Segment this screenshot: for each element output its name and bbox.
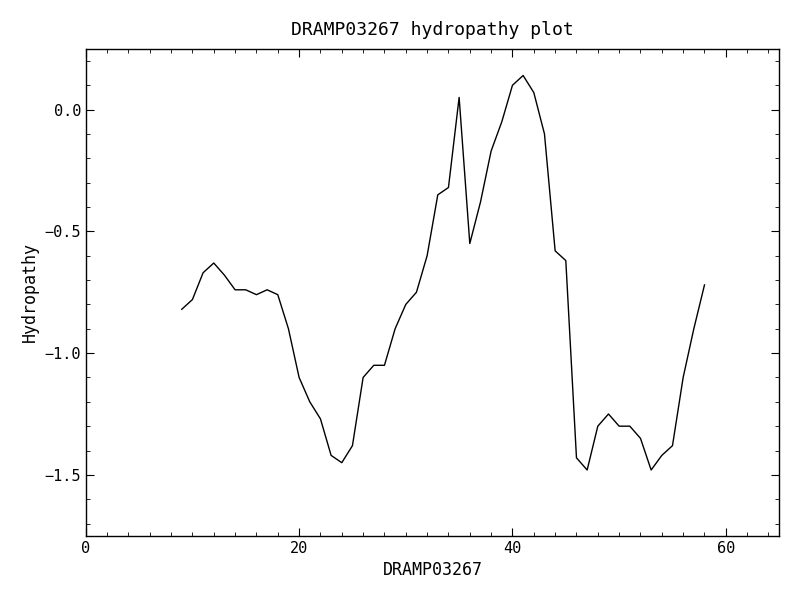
X-axis label: DRAMP03267: DRAMP03267 (382, 561, 482, 579)
Title: DRAMP03267 hydropathy plot: DRAMP03267 hydropathy plot (291, 21, 574, 39)
Y-axis label: Hydropathy: Hydropathy (21, 242, 39, 342)
